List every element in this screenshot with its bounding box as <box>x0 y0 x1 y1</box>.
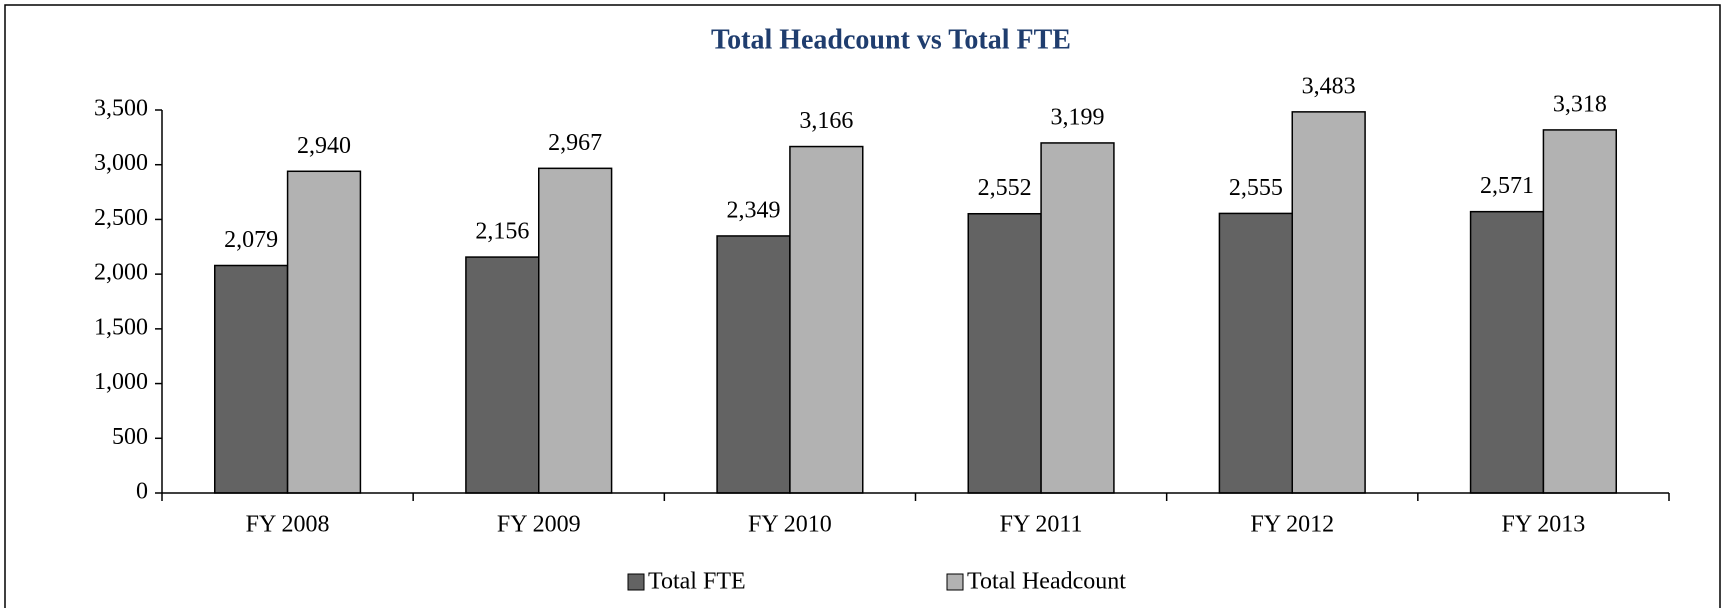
bar <box>538 167 613 494</box>
x-tick-label: FY 2012 <box>1250 512 1334 538</box>
bar <box>213 264 289 494</box>
y-tick-label: 2,000 <box>94 260 148 286</box>
y-tick-label: 0 <box>136 479 148 505</box>
legend-label: Total Headcount <box>967 569 1126 595</box>
data-label: 3,199 <box>1051 104 1105 130</box>
legend-label: Total FTE <box>648 569 746 595</box>
bar <box>465 256 540 494</box>
y-tick-label: 1,500 <box>94 314 148 340</box>
data-label: 2,079 <box>224 227 278 253</box>
bar <box>1469 210 1545 494</box>
x-tick-label: FY 2009 <box>497 512 581 538</box>
y-tick-label: 3,000 <box>94 150 148 176</box>
data-label: 3,318 <box>1553 91 1607 117</box>
x-tick-label: FY 2008 <box>246 512 330 538</box>
bar <box>1291 111 1366 494</box>
bar <box>1040 142 1115 494</box>
bar <box>716 235 791 494</box>
bar <box>1542 129 1618 494</box>
data-label: 2,940 <box>297 133 351 159</box>
x-tick-label: FY 2010 <box>748 512 832 538</box>
y-tick-label: 2,500 <box>94 205 148 231</box>
data-label: 2,555 <box>1229 175 1283 201</box>
y-tick-label: 1,000 <box>94 369 148 395</box>
data-label: 2,552 <box>978 175 1032 201</box>
bar <box>789 145 864 494</box>
legend-swatch <box>946 573 964 591</box>
y-tick-label: 500 <box>112 424 148 450</box>
x-tick-label: FY 2011 <box>1000 512 1083 538</box>
data-label: 2,571 <box>1480 173 1534 199</box>
data-label: 3,483 <box>1302 73 1356 99</box>
data-label: 2,349 <box>726 197 780 223</box>
bar <box>1218 212 1293 494</box>
data-label: 2,156 <box>475 219 529 245</box>
chart-title: Total Headcount vs Total FTE <box>711 24 1071 55</box>
bar <box>967 212 1042 494</box>
x-tick-label: FY 2013 <box>1502 512 1586 538</box>
legend-swatch <box>627 573 645 591</box>
data-label: 3,166 <box>799 108 853 134</box>
chart-border <box>4 4 1721 608</box>
y-tick-label: 3,500 <box>94 96 148 122</box>
bar <box>286 170 362 494</box>
data-label: 2,967 <box>548 130 602 156</box>
